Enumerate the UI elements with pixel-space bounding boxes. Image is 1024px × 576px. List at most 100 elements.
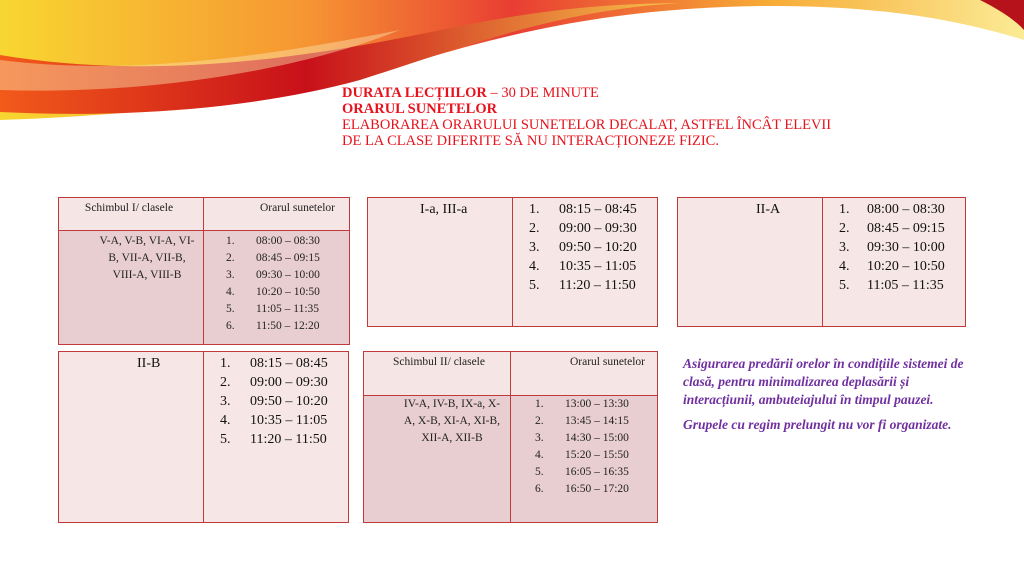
- time-slot: 2. 09:00 – 09:30: [529, 219, 657, 238]
- shift1-times: 1. 08:00 – 08:30 2. 08:45 – 09:15 3. 09:30 – …: [226, 233, 349, 335]
- slot-number: 6.: [535, 483, 544, 495]
- time-slot: 1. 13:00 – 13:30: [535, 396, 657, 413]
- shift1-col1-header: Schimbul I/ clasele: [59, 198, 204, 230]
- shift2-times: 1. 13:00 – 13:30 2. 13:45 – 14:15 3. 14:30 – …: [535, 396, 657, 498]
- slot-time: 08:45 – 09:15: [256, 252, 320, 264]
- slot-time: 09:00 – 09:30: [559, 221, 637, 236]
- time-slot: 3. 09:50 – 10:20: [529, 238, 657, 257]
- time-slot: 5. 16:05 – 16:35: [535, 464, 657, 481]
- notes: Asigurarea predării orelor în condițiile…: [683, 355, 973, 441]
- time-slot: 2. 09:00 – 09:30: [220, 373, 348, 392]
- note-teaching-conditions: Asigurarea predării orelor în condițiile…: [683, 356, 964, 407]
- time-slot: 3. 09:50 – 10:20: [220, 392, 348, 411]
- slot-time: 08:15 – 08:45: [250, 356, 328, 371]
- grade-2a-table: II-A 1. 08:00 – 08:30 2. 08:45 – 09:15 3. 09:…: [677, 197, 966, 327]
- time-slot: 4. 10:35 – 11:05: [220, 411, 348, 430]
- slot-number: 2.: [535, 415, 544, 427]
- shift2-table: Schimbul II/ clasele Orarul sunetelor IV…: [363, 351, 658, 523]
- slot-number: 2.: [839, 221, 850, 236]
- shift2-col1-header: Schimbul II/ clasele: [364, 352, 511, 395]
- slot-number: 3.: [529, 240, 540, 255]
- slot-number: 4.: [226, 286, 235, 298]
- slot-time: 11:50 – 12:20: [256, 320, 320, 332]
- slot-time: 10:35 – 11:05: [559, 259, 637, 274]
- slot-number: 3.: [535, 432, 544, 444]
- time-slot: 3. 09:30 – 10:00: [839, 238, 965, 257]
- time-slot: 5. 11:05 – 11:35: [839, 276, 965, 295]
- slot-time: 11:20 – 11:50: [250, 432, 327, 447]
- time-slot: 5. 11:20 – 11:50: [529, 276, 657, 295]
- bell-schedule-title: ORARUL SUNETELOR: [342, 101, 498, 117]
- shift1-col2-header: Orarul sunetelor: [259, 202, 335, 214]
- slot-number: 4.: [535, 449, 544, 461]
- time-slot: 3. 14:30 – 15:00: [535, 430, 657, 447]
- slot-number: 4.: [220, 413, 231, 428]
- slot-time: 16:50 – 17:20: [565, 483, 629, 495]
- slot-time: 10:20 – 10:50: [256, 286, 320, 298]
- time-slot: 4. 10:20 – 10:50: [839, 257, 965, 276]
- slot-number: 6.: [226, 320, 235, 332]
- slot-time: 08:00 – 08:30: [867, 202, 945, 217]
- slot-time: 11:05 – 11:35: [867, 278, 944, 293]
- grade-2a-times: 1. 08:00 – 08:30 2. 08:45 – 09:15 3. 09:30 – …: [839, 200, 965, 295]
- description-line-1: ELABORAREA ORARULUI SUNETELOR DECALAT, A…: [342, 117, 832, 133]
- time-slot: 3. 09:30 – 10:00: [226, 267, 349, 284]
- slot-time: 09:30 – 10:00: [256, 269, 320, 281]
- decorative-swoosh: [0, 0, 1024, 120]
- slot-number: 3.: [839, 240, 850, 255]
- time-slot: 2. 08:45 – 09:15: [226, 250, 349, 267]
- time-slot: 1. 08:00 – 08:30: [839, 200, 965, 219]
- note-extended-groups: Grupele cu regim prelungit nu vor fi org…: [683, 417, 952, 432]
- slot-number: 5.: [529, 278, 540, 293]
- description-line-2: DE LA CLASE DIFERITE SĂ NU INTERACȚIONEZ…: [342, 133, 719, 149]
- slot-number: 4.: [839, 259, 850, 274]
- grades-1-3-classes: I-a, III-a: [368, 198, 513, 326]
- grades-1-3-times: 1. 08:15 – 08:45 2. 09:00 – 09:30 3. 09:50 – …: [529, 200, 657, 295]
- slot-time: 08:15 – 08:45: [559, 202, 637, 217]
- slot-time: 08:45 – 09:15: [867, 221, 945, 236]
- slot-time: 09:00 – 09:30: [250, 375, 328, 390]
- grades-1-3-table: I-a, III-a 1. 08:15 – 08:45 2. 09:00 – 09:3…: [367, 197, 658, 327]
- slot-number: 1.: [529, 202, 540, 217]
- time-slot: 1. 08:00 – 08:30: [226, 233, 349, 250]
- time-slot: 4. 15:20 – 15:50: [535, 447, 657, 464]
- lesson-duration-title: DURATA LECȚIILOR: [342, 85, 487, 101]
- slot-number: 5.: [535, 466, 544, 478]
- slide-header: DURATA LECȚIILOR – 30 DE MINUTE ORARUL S…: [342, 85, 831, 149]
- shift2-classes: IV-A, IV-B, IX-a, X-A, X-B, XI-A, XI-B, …: [364, 396, 511, 522]
- time-slot: 6. 16:50 – 17:20: [535, 481, 657, 498]
- slot-time: 09:50 – 10:20: [250, 394, 328, 409]
- grade-2b-times: 1. 08:15 – 08:45 2. 09:00 – 09:30 3. 09:50 – …: [220, 354, 348, 449]
- slot-number: 4.: [529, 259, 540, 274]
- lesson-duration-value: – 30 DE MINUTE: [486, 85, 599, 101]
- slot-number: 5.: [839, 278, 850, 293]
- slot-time: 13:00 – 13:30: [565, 398, 629, 410]
- slot-time: 11:20 – 11:50: [559, 278, 636, 293]
- slot-time: 09:50 – 10:20: [559, 240, 637, 255]
- time-slot: 1. 08:15 – 08:45: [529, 200, 657, 219]
- slot-time: 10:35 – 11:05: [250, 413, 328, 428]
- slot-number: 3.: [226, 269, 235, 281]
- slot-time: 13:45 – 14:15: [565, 415, 629, 427]
- slot-number: 1.: [839, 202, 850, 217]
- time-slot: 5. 11:20 – 11:50: [220, 430, 348, 449]
- time-slot: 5. 11:05 – 11:35: [226, 301, 349, 318]
- slot-number: 2.: [226, 252, 235, 264]
- time-slot: 2. 13:45 – 14:15: [535, 413, 657, 430]
- slot-time: 16:05 – 16:35: [565, 466, 629, 478]
- grade-2b-classes: II-B: [59, 352, 204, 522]
- time-slot: 4. 10:35 – 11:05: [529, 257, 657, 276]
- slot-time: 10:20 – 10:50: [867, 259, 945, 274]
- shift1-classes: V-A, V-B, VI-A, VI-B, VII-A, VII-B, VIII…: [59, 231, 204, 344]
- grade-2a-classes: II-A: [678, 198, 823, 326]
- slot-number: 1.: [220, 356, 231, 371]
- slot-time: 14:30 – 15:00: [565, 432, 629, 444]
- slot-time: 09:30 – 10:00: [867, 240, 945, 255]
- slot-time: 08:00 – 08:30: [256, 235, 320, 247]
- slot-number: 1.: [535, 398, 544, 410]
- time-slot: 2. 08:45 – 09:15: [839, 219, 965, 238]
- slot-number: 2.: [529, 221, 540, 236]
- shift2-col2-header: Orarul sunetelor: [569, 356, 645, 368]
- time-slot: 6. 11:50 – 12:20: [226, 318, 349, 335]
- slot-number: 1.: [226, 235, 235, 247]
